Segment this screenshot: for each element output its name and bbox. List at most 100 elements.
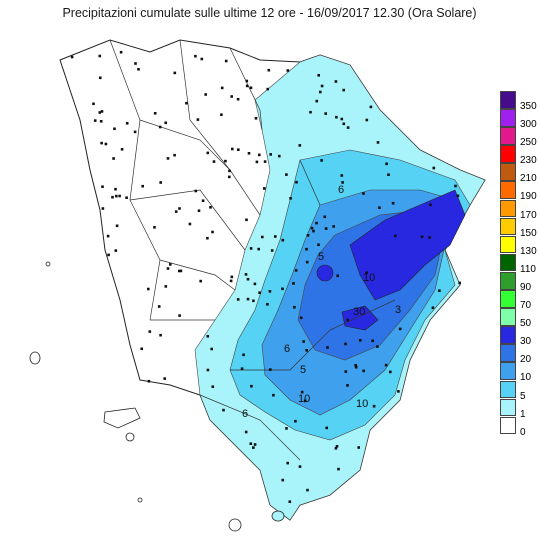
station-marker bbox=[174, 210, 178, 213]
station-marker bbox=[113, 127, 116, 131]
station-marker bbox=[178, 207, 181, 210]
station-marker bbox=[257, 247, 260, 251]
contour-labels: 6 10 5 30 6 6 10 5 3 10 bbox=[242, 184, 401, 420]
station-marker bbox=[319, 90, 322, 94]
legend-swatch bbox=[500, 308, 516, 326]
station-marker bbox=[298, 144, 302, 147]
station-marker bbox=[100, 141, 103, 145]
station-marker bbox=[169, 263, 172, 266]
legend-swatch bbox=[500, 91, 516, 109]
contour-label: 10 bbox=[363, 272, 375, 284]
legend-swatch bbox=[500, 398, 516, 417]
station-marker bbox=[166, 267, 170, 270]
station-marker bbox=[112, 157, 115, 160]
station-marker bbox=[240, 367, 244, 370]
contour-label: 10 bbox=[298, 393, 310, 405]
station-marker bbox=[200, 57, 204, 61]
station-marker bbox=[340, 117, 344, 121]
island bbox=[137, 497, 143, 503]
station-marker bbox=[236, 97, 240, 101]
station-marker bbox=[201, 199, 205, 202]
zone-30mm-east bbox=[349, 189, 466, 301]
station-marker bbox=[335, 115, 338, 119]
station-marker bbox=[420, 235, 424, 239]
station-marker bbox=[263, 187, 266, 190]
precipitation-legend: 350 300 250 230 210 190 170 150 130 110 90 70 50 30 20… bbox=[500, 91, 539, 438]
station-marker bbox=[141, 184, 144, 188]
station-marker bbox=[258, 153, 261, 157]
station-marker bbox=[385, 162, 388, 166]
station-marker bbox=[269, 153, 272, 156]
station-marker bbox=[153, 226, 156, 229]
station-marker bbox=[212, 160, 216, 163]
legend-swatch bbox=[500, 380, 516, 399]
station-marker bbox=[294, 419, 297, 423]
contour-label: 5 bbox=[300, 364, 306, 376]
legend-item: 1 bbox=[500, 398, 539, 420]
station-marker bbox=[317, 74, 320, 77]
station-marker bbox=[246, 277, 250, 281]
station-marker bbox=[302, 340, 305, 343]
station-marker bbox=[157, 305, 161, 308]
station-marker bbox=[104, 142, 108, 146]
station-marker bbox=[305, 349, 308, 352]
station-marker bbox=[206, 151, 210, 155]
legend-label: 70 bbox=[520, 300, 532, 312]
station-marker bbox=[249, 247, 253, 250]
station-marker bbox=[106, 234, 110, 238]
station-marker bbox=[194, 54, 197, 58]
legend-label: 10 bbox=[520, 372, 532, 384]
station-marker bbox=[369, 105, 373, 109]
station-marker bbox=[334, 447, 338, 450]
legend-item: 190 bbox=[500, 181, 539, 202]
station-marker bbox=[158, 125, 162, 129]
station-marker bbox=[118, 194, 121, 198]
island bbox=[125, 432, 135, 442]
station-marker bbox=[173, 71, 177, 75]
station-marker bbox=[398, 327, 402, 331]
contour-label: 6 bbox=[338, 184, 344, 196]
station-marker bbox=[206, 368, 210, 372]
station-marker bbox=[268, 290, 272, 293]
contour-label: 6 bbox=[284, 343, 290, 355]
legend-swatch bbox=[500, 362, 516, 380]
station-marker bbox=[281, 238, 285, 242]
legend-swatch bbox=[500, 163, 516, 181]
station-marker bbox=[270, 249, 274, 252]
legend-label: 1 bbox=[520, 408, 526, 420]
station-marker bbox=[456, 194, 460, 198]
station-marker bbox=[346, 318, 350, 322]
station-marker bbox=[134, 62, 137, 65]
legend-swatch bbox=[500, 290, 516, 308]
legend-label: 230 bbox=[520, 155, 537, 167]
station-marker bbox=[179, 269, 183, 273]
station-marker bbox=[230, 275, 234, 279]
legend-item: 350 bbox=[500, 91, 539, 112]
station-marker bbox=[220, 113, 223, 116]
legend-label: 30 bbox=[520, 336, 532, 348]
station-marker bbox=[229, 279, 233, 283]
station-marker bbox=[101, 207, 105, 210]
station-marker bbox=[429, 203, 432, 207]
station-marker bbox=[125, 122, 129, 125]
zone-30mm-west bbox=[316, 264, 334, 282]
station-marker bbox=[137, 68, 140, 71]
station-marker bbox=[312, 229, 315, 233]
station-marker bbox=[147, 287, 150, 291]
station-marker bbox=[119, 50, 123, 54]
station-marker bbox=[210, 347, 213, 351]
station-marker bbox=[178, 269, 181, 273]
station-marker bbox=[325, 426, 328, 430]
station-marker bbox=[263, 160, 267, 163]
station-marker bbox=[278, 154, 281, 158]
station-marker bbox=[197, 209, 201, 212]
station-marker bbox=[384, 363, 388, 367]
legend-item: 70 bbox=[500, 290, 539, 312]
station-marker bbox=[362, 192, 365, 195]
legend-swatch bbox=[500, 235, 516, 254]
station-marker bbox=[337, 467, 340, 471]
legend-item: 130 bbox=[500, 235, 539, 257]
station-marker bbox=[387, 173, 390, 176]
station-marker bbox=[133, 130, 137, 134]
legend-label: 0 bbox=[520, 426, 526, 438]
